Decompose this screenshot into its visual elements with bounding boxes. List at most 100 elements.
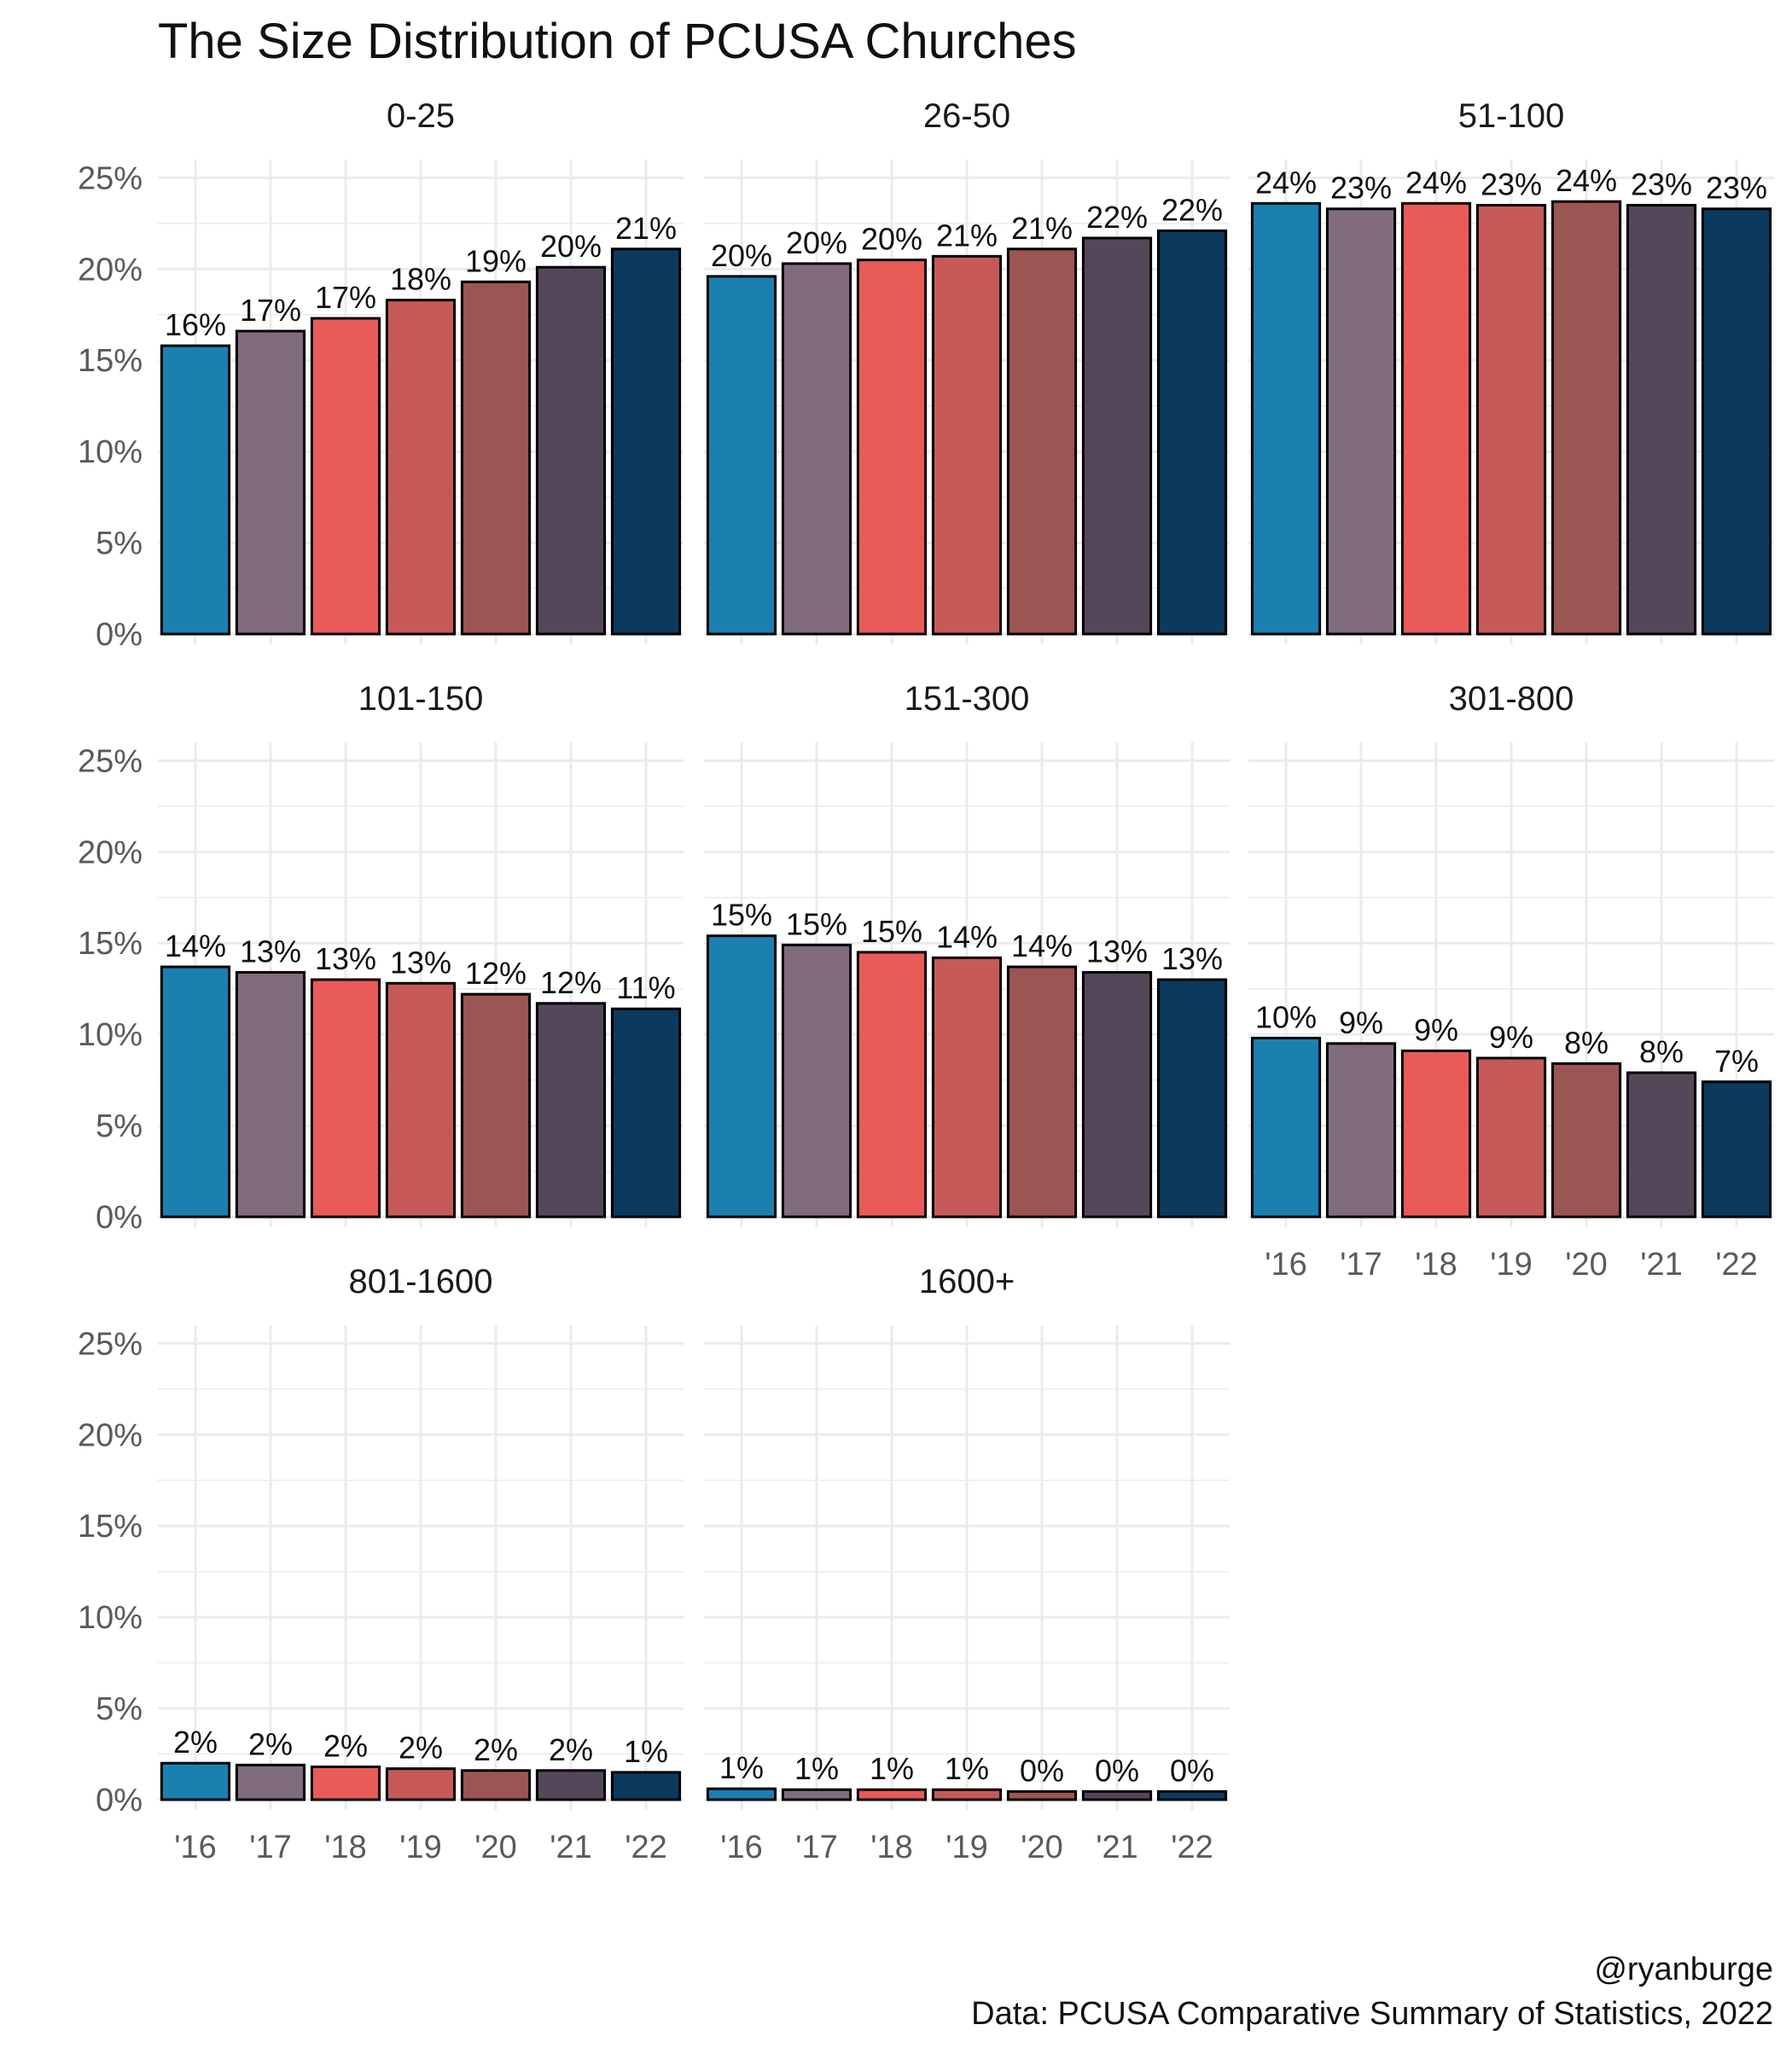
y-tick-label: 25% [78,1326,143,1362]
data-label: 13% [240,934,301,969]
data-label: 2% [399,1731,443,1766]
bar [1325,1042,1397,1219]
facet-panel: 301-800 10% 9% 9% 9% 8% 8% 7% '16 '17 '18 '19 '20 '21… [1248,680,1774,1283]
caption-handle: @ryanburge [1594,1952,1773,1987]
data-label: 24% [1556,163,1617,198]
data-label: 14% [936,919,998,954]
data-label: 0% [1020,1753,1064,1788]
bar [856,259,928,636]
x-tick-label: '21 [1640,1247,1683,1283]
facet-label: 801-1600 [348,1263,492,1300]
bar [310,1766,381,1801]
data-label: 14% [1011,928,1073,963]
bar [931,1788,1003,1801]
x-tick-label: '20 [474,1830,517,1865]
data-label: 19% [465,243,527,278]
bar [1551,1062,1622,1219]
y-tick-label: 20% [78,252,143,288]
facet-panel: 26-50 20% 20% 20% 21% 21% 22% 22% [704,97,1230,644]
data-label: 23% [1631,166,1692,201]
facet-panel: 151-300 15% 15% 15% 14% 14% 13% 13% [704,680,1230,1227]
x-tick-label: '19 [1490,1247,1533,1283]
data-label: 13% [315,941,376,976]
data-label: 2% [474,1732,518,1767]
data-label: 11% [616,970,675,1005]
x-tick-label: '22 [625,1830,667,1865]
bar [1081,1789,1153,1801]
y-tick-label: 10% [78,1600,143,1636]
caption: @ryanburge Data: PCUSA Comparative Summa… [971,1952,1773,2032]
y-tick-label: 0% [96,617,143,653]
data-label: 22% [1161,192,1223,227]
facet-label: 26-50 [923,97,1010,135]
bar [460,280,532,636]
bar [310,978,381,1219]
data-label: 9% [1414,1012,1458,1047]
data-label: 0% [1170,1753,1214,1788]
facet-label: 151-300 [905,680,1030,718]
x-tick-label: '21 [1096,1830,1138,1865]
x-tick-label: '16 [720,1830,763,1865]
bar [856,1788,928,1801]
data-label: 20% [711,238,772,273]
data-label: 15% [786,906,847,941]
facet-label: 301-800 [1449,680,1574,718]
data-label: 20% [540,229,602,264]
x-tick-label: '21 [550,1830,592,1865]
y-tick-label: 25% [78,160,143,196]
data-label: 2% [323,1729,368,1764]
bar [460,1769,532,1801]
bar [535,1769,607,1801]
facet-label: 0-25 [387,97,455,135]
data-label: 8% [1564,1025,1609,1060]
bar [1156,1789,1228,1801]
bar [1701,207,1772,636]
x-tick-label: '18 [1415,1247,1457,1283]
facet-label: 1600+ [919,1263,1015,1300]
bar [385,981,457,1219]
y-tick-label: 20% [78,835,143,870]
data-label: 2% [549,1732,593,1767]
bar [1551,200,1622,636]
data-label: 21% [1011,211,1073,246]
facet-panel: 101-150 0% 5% 10% 15% 20% 25% 14% 13% 13% 13% 12% 12… [78,680,684,1236]
data-label: 13% [1086,934,1148,969]
data-label: 24% [1255,165,1317,200]
data-label: 23% [1330,171,1392,206]
bar [385,299,457,636]
data-label: 22% [1086,200,1148,235]
bar [160,344,231,636]
bar [1156,978,1228,1219]
facet-panel: 801-1600 0% 5% 10% 15% 20% 25% 2% 2% 2% 2% 2% 2% 1% '1… [78,1263,684,1865]
y-tick-label: 10% [78,1017,143,1053]
bar [1006,247,1078,636]
facet-panels: 0-25 0% 5% 10% 15% 20% 25% 16% 17% 17% 18% 19% 20% 21… [78,97,1774,1865]
data-label: 24% [1405,165,1467,200]
y-tick-label: 0% [96,1200,143,1236]
caption-source: Data: PCUSA Comparative Summary of Stati… [971,1996,1773,2032]
chart-title: The Size Distribution of PCUSA Churches [158,14,1077,69]
y-tick-label: 5% [96,526,143,561]
x-tick-label: '20 [1565,1247,1608,1283]
bar [1325,207,1397,636]
data-label: 1% [945,1751,989,1786]
x-tick-label: '19 [399,1830,442,1865]
data-label: 17% [315,280,376,315]
x-tick-label: '17 [249,1830,292,1865]
data-label: 21% [615,211,677,246]
facet-label: 101-150 [358,680,484,718]
data-label: 0% [1095,1753,1139,1788]
data-label: 2% [248,1726,293,1761]
bar [931,956,1003,1219]
y-tick-label: 20% [78,1417,143,1453]
data-label: 8% [1639,1034,1684,1069]
bar [1626,203,1697,636]
data-label: 9% [1339,1005,1383,1040]
bar [1475,203,1547,636]
bar [781,943,852,1219]
x-tick-label: '20 [1021,1830,1063,1865]
data-label: 10% [1255,999,1317,1034]
x-tick-label: '18 [870,1830,913,1865]
bar [160,1761,231,1801]
data-label: 20% [861,222,922,257]
